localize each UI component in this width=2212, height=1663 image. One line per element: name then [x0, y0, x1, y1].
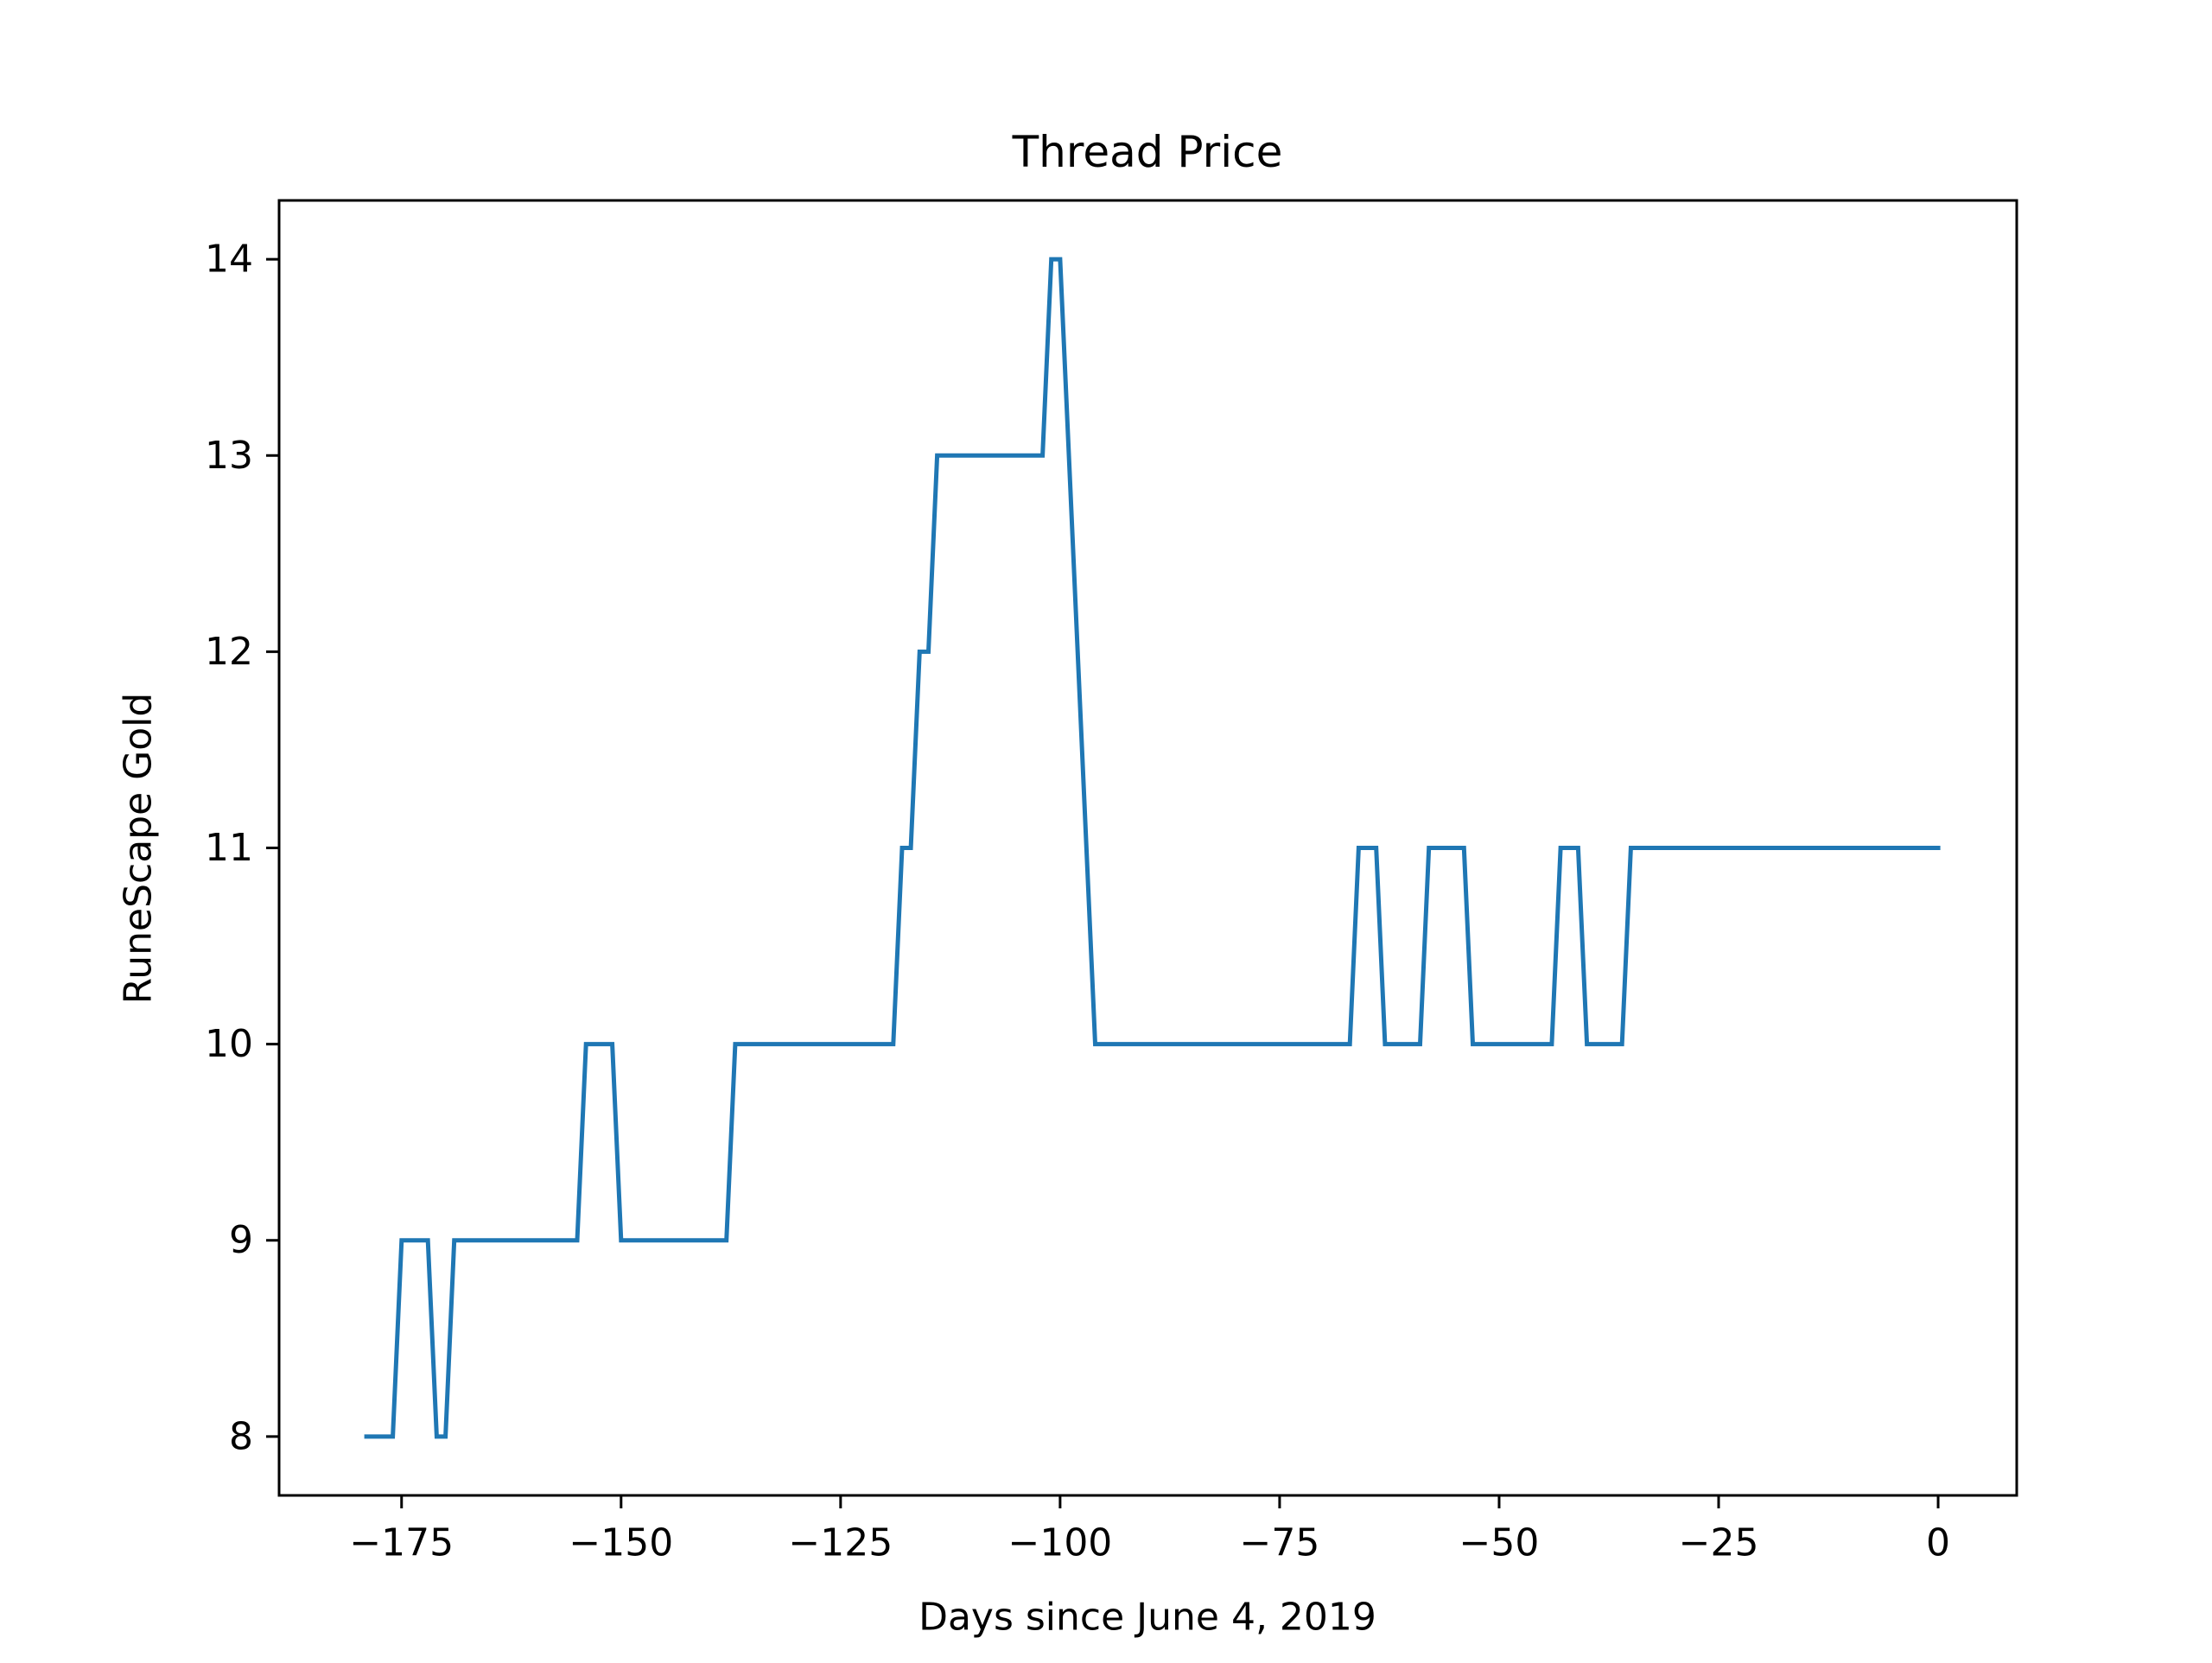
x-tick-label: −75 — [1239, 1521, 1319, 1565]
series-line — [364, 257, 1941, 1439]
x-tick-label: −100 — [1007, 1521, 1112, 1565]
y-tick-label: 14 — [205, 238, 253, 282]
x-tick-label: 0 — [1926, 1521, 1950, 1565]
y-tick-label: 9 — [229, 1218, 253, 1262]
y-tick-label: 12 — [205, 630, 253, 674]
y-tick-label: 13 — [205, 434, 253, 478]
y-tick-label: 11 — [205, 826, 253, 870]
x-tick-label: −125 — [788, 1521, 893, 1565]
series-layer — [364, 257, 1941, 1439]
x-axis-label: Days since June 4, 2019 — [918, 1596, 1376, 1640]
plot-frame — [277, 199, 2018, 1497]
chart-title: Thread Price — [1012, 127, 1283, 177]
y-tick-label: 8 — [229, 1414, 253, 1458]
x-tick-label: −175 — [349, 1521, 454, 1565]
y-tick-label: 10 — [205, 1022, 253, 1066]
x-tick-label: −25 — [1679, 1521, 1759, 1565]
x-tick-label: −150 — [569, 1521, 673, 1565]
y-axis-label: RuneScape Gold — [117, 693, 161, 1005]
y-axis: 8 9 10 11 12 13 14 — [205, 238, 279, 1458]
x-axis: −175 −150 −125 −100 −75 −50 −25 0 — [349, 1495, 1950, 1565]
x-tick-label: −50 — [1459, 1521, 1540, 1565]
